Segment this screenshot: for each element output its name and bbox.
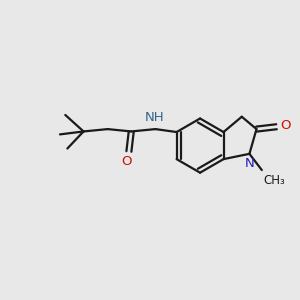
Text: O: O bbox=[121, 155, 132, 168]
Text: O: O bbox=[280, 119, 290, 132]
Text: N: N bbox=[245, 158, 255, 170]
Text: NH: NH bbox=[145, 111, 165, 124]
Text: CH₃: CH₃ bbox=[263, 174, 285, 187]
